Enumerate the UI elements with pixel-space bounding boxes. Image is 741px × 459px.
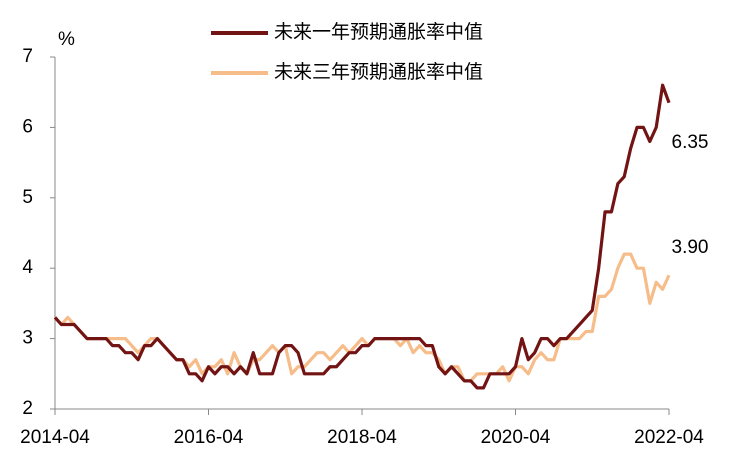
value-label: 6.35 [672, 132, 709, 153]
value-label: 3.90 [672, 237, 709, 258]
y-tick-label: 5 [22, 187, 33, 208]
y-tick-label: 2 [22, 398, 33, 419]
legend-label: 未来一年预期通胀率中值 [274, 21, 483, 43]
x-tick-label: 2022-04 [634, 427, 704, 448]
x-tick-label: 2020-04 [481, 427, 551, 448]
y-tick-label: 4 [22, 257, 33, 278]
line-series [53, 83, 671, 390]
x-tick-label: 2018-04 [327, 427, 397, 448]
line-series [53, 252, 671, 383]
x-tick-label: 2014-04 [20, 427, 90, 448]
y-tick-label: 3 [22, 328, 33, 349]
y-tick-label: 7 [22, 46, 33, 67]
y-tick-label: 6 [22, 116, 33, 137]
legend-label: 未来三年预期通胀率中值 [274, 61, 483, 83]
x-tick-label: 2016-04 [174, 427, 244, 448]
y-axis-unit: % [58, 29, 75, 50]
